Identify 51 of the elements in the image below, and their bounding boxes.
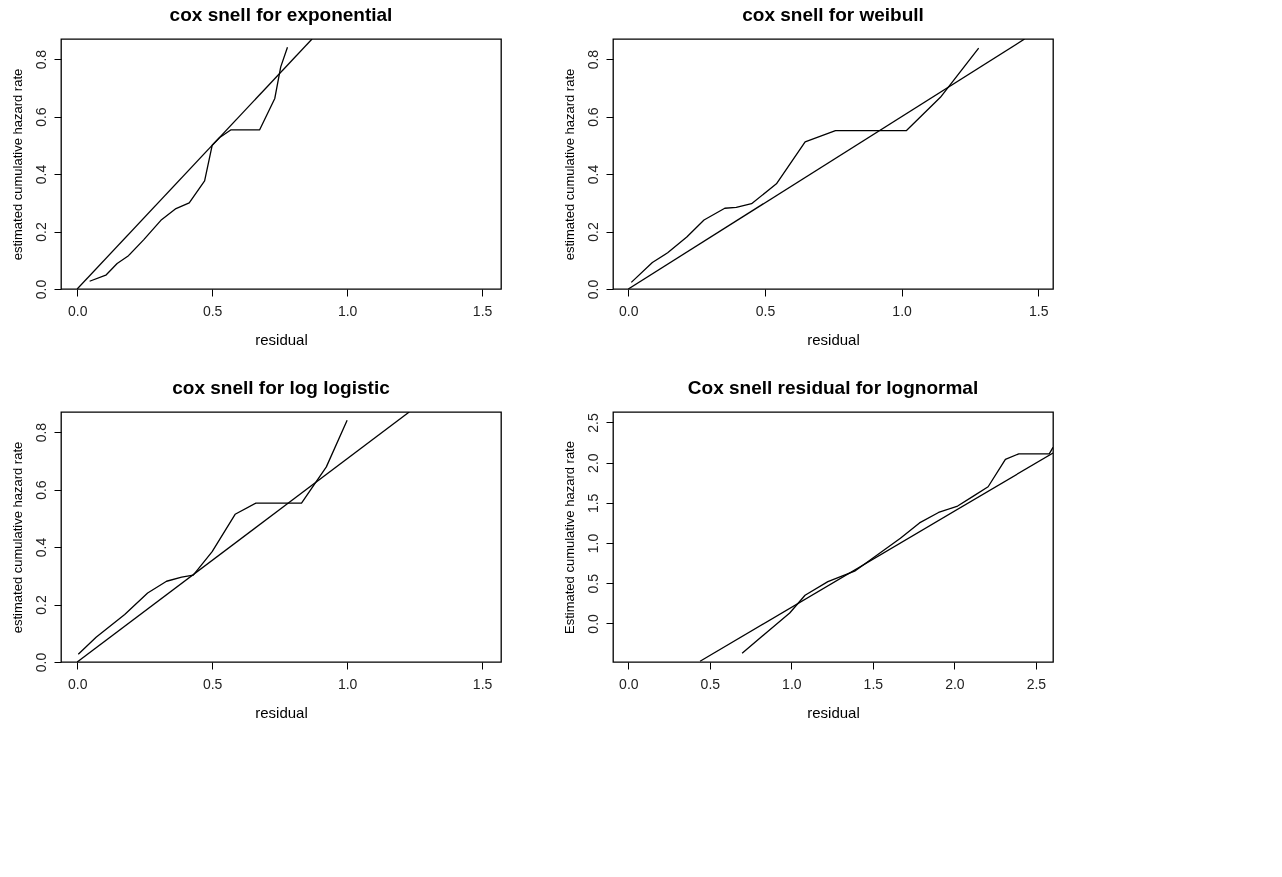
x-tick-label: 0.0 [67,302,88,319]
y-tick-label: 0.8 [32,49,49,70]
x-tick-label: 0.5 [202,675,223,692]
y-tick-label: 0.6 [32,107,49,127]
y-tick-label: 2.0 [584,453,601,473]
y-tick-label: 0.2 [584,222,601,242]
y-tick-label: 0.0 [32,279,49,300]
x-axis-title: residual [807,703,860,721]
y-axis-title: Estimated cumulative hazard rate [561,441,577,634]
x-tick-label: 0.0 [67,675,88,692]
y-axis-title: estimated cumulative hazard rate [9,441,25,634]
y-tick-label: 0.5 [584,573,601,594]
y-tick-label: 0.6 [32,480,49,500]
x-tick-label: 1.5 [472,675,493,692]
x-tick-label: 1.0 [337,675,358,692]
y-tick-label: 0.2 [32,222,49,242]
x-tick-label: 1.5 [863,675,884,692]
x-axis-title: residual [255,703,308,721]
y-tick-label: 0.0 [32,652,49,673]
x-tick-label: 0.5 [700,675,721,692]
x-tick-label: 1.0 [782,675,802,692]
y-tick-label: 1.0 [584,533,601,554]
y-tick-label: 0.0 [584,279,601,300]
chart-title: cox snell for exponential [169,4,393,25]
x-tick-label: 2.5 [1026,675,1047,692]
y-tick-label: 0.4 [32,164,49,185]
y-tick-label: 0.0 [584,613,601,634]
x-tick-label: 0.0 [619,675,639,692]
x-axis-title: residual [255,330,308,348]
y-tick-label: 0.8 [584,49,601,70]
x-tick-label: 1.5 [1029,302,1049,319]
y-tick-label: 0.2 [32,595,49,615]
x-tick-label: 0.5 [202,302,223,319]
x-tick-label: 1.0 [892,302,913,319]
chart-title: Cox snell residual for lognormal [687,377,979,398]
x-tick-label: 0.0 [619,302,639,319]
y-tick-label: 0.4 [32,537,49,558]
y-axis-title: estimated cumulative hazard rate [561,68,577,261]
y-tick-label: 0.6 [584,107,601,127]
x-tick-label: 1.0 [337,302,358,319]
x-tick-label: 0.5 [755,302,776,319]
x-tick-label: 1.5 [472,302,493,319]
y-tick-label: 2.5 [584,413,601,433]
chart-title: cox snell for log logistic [172,377,391,398]
x-tick-label: 2.0 [945,675,965,692]
y-tick-label: 0.4 [584,164,601,185]
chart-title: cox snell for weibull [742,4,924,25]
y-tick-label: 1.5 [584,493,601,514]
x-axis-title: residual [807,330,860,348]
y-tick-label: 0.8 [32,422,49,443]
y-axis-title: estimated cumulative hazard rate [9,68,25,261]
